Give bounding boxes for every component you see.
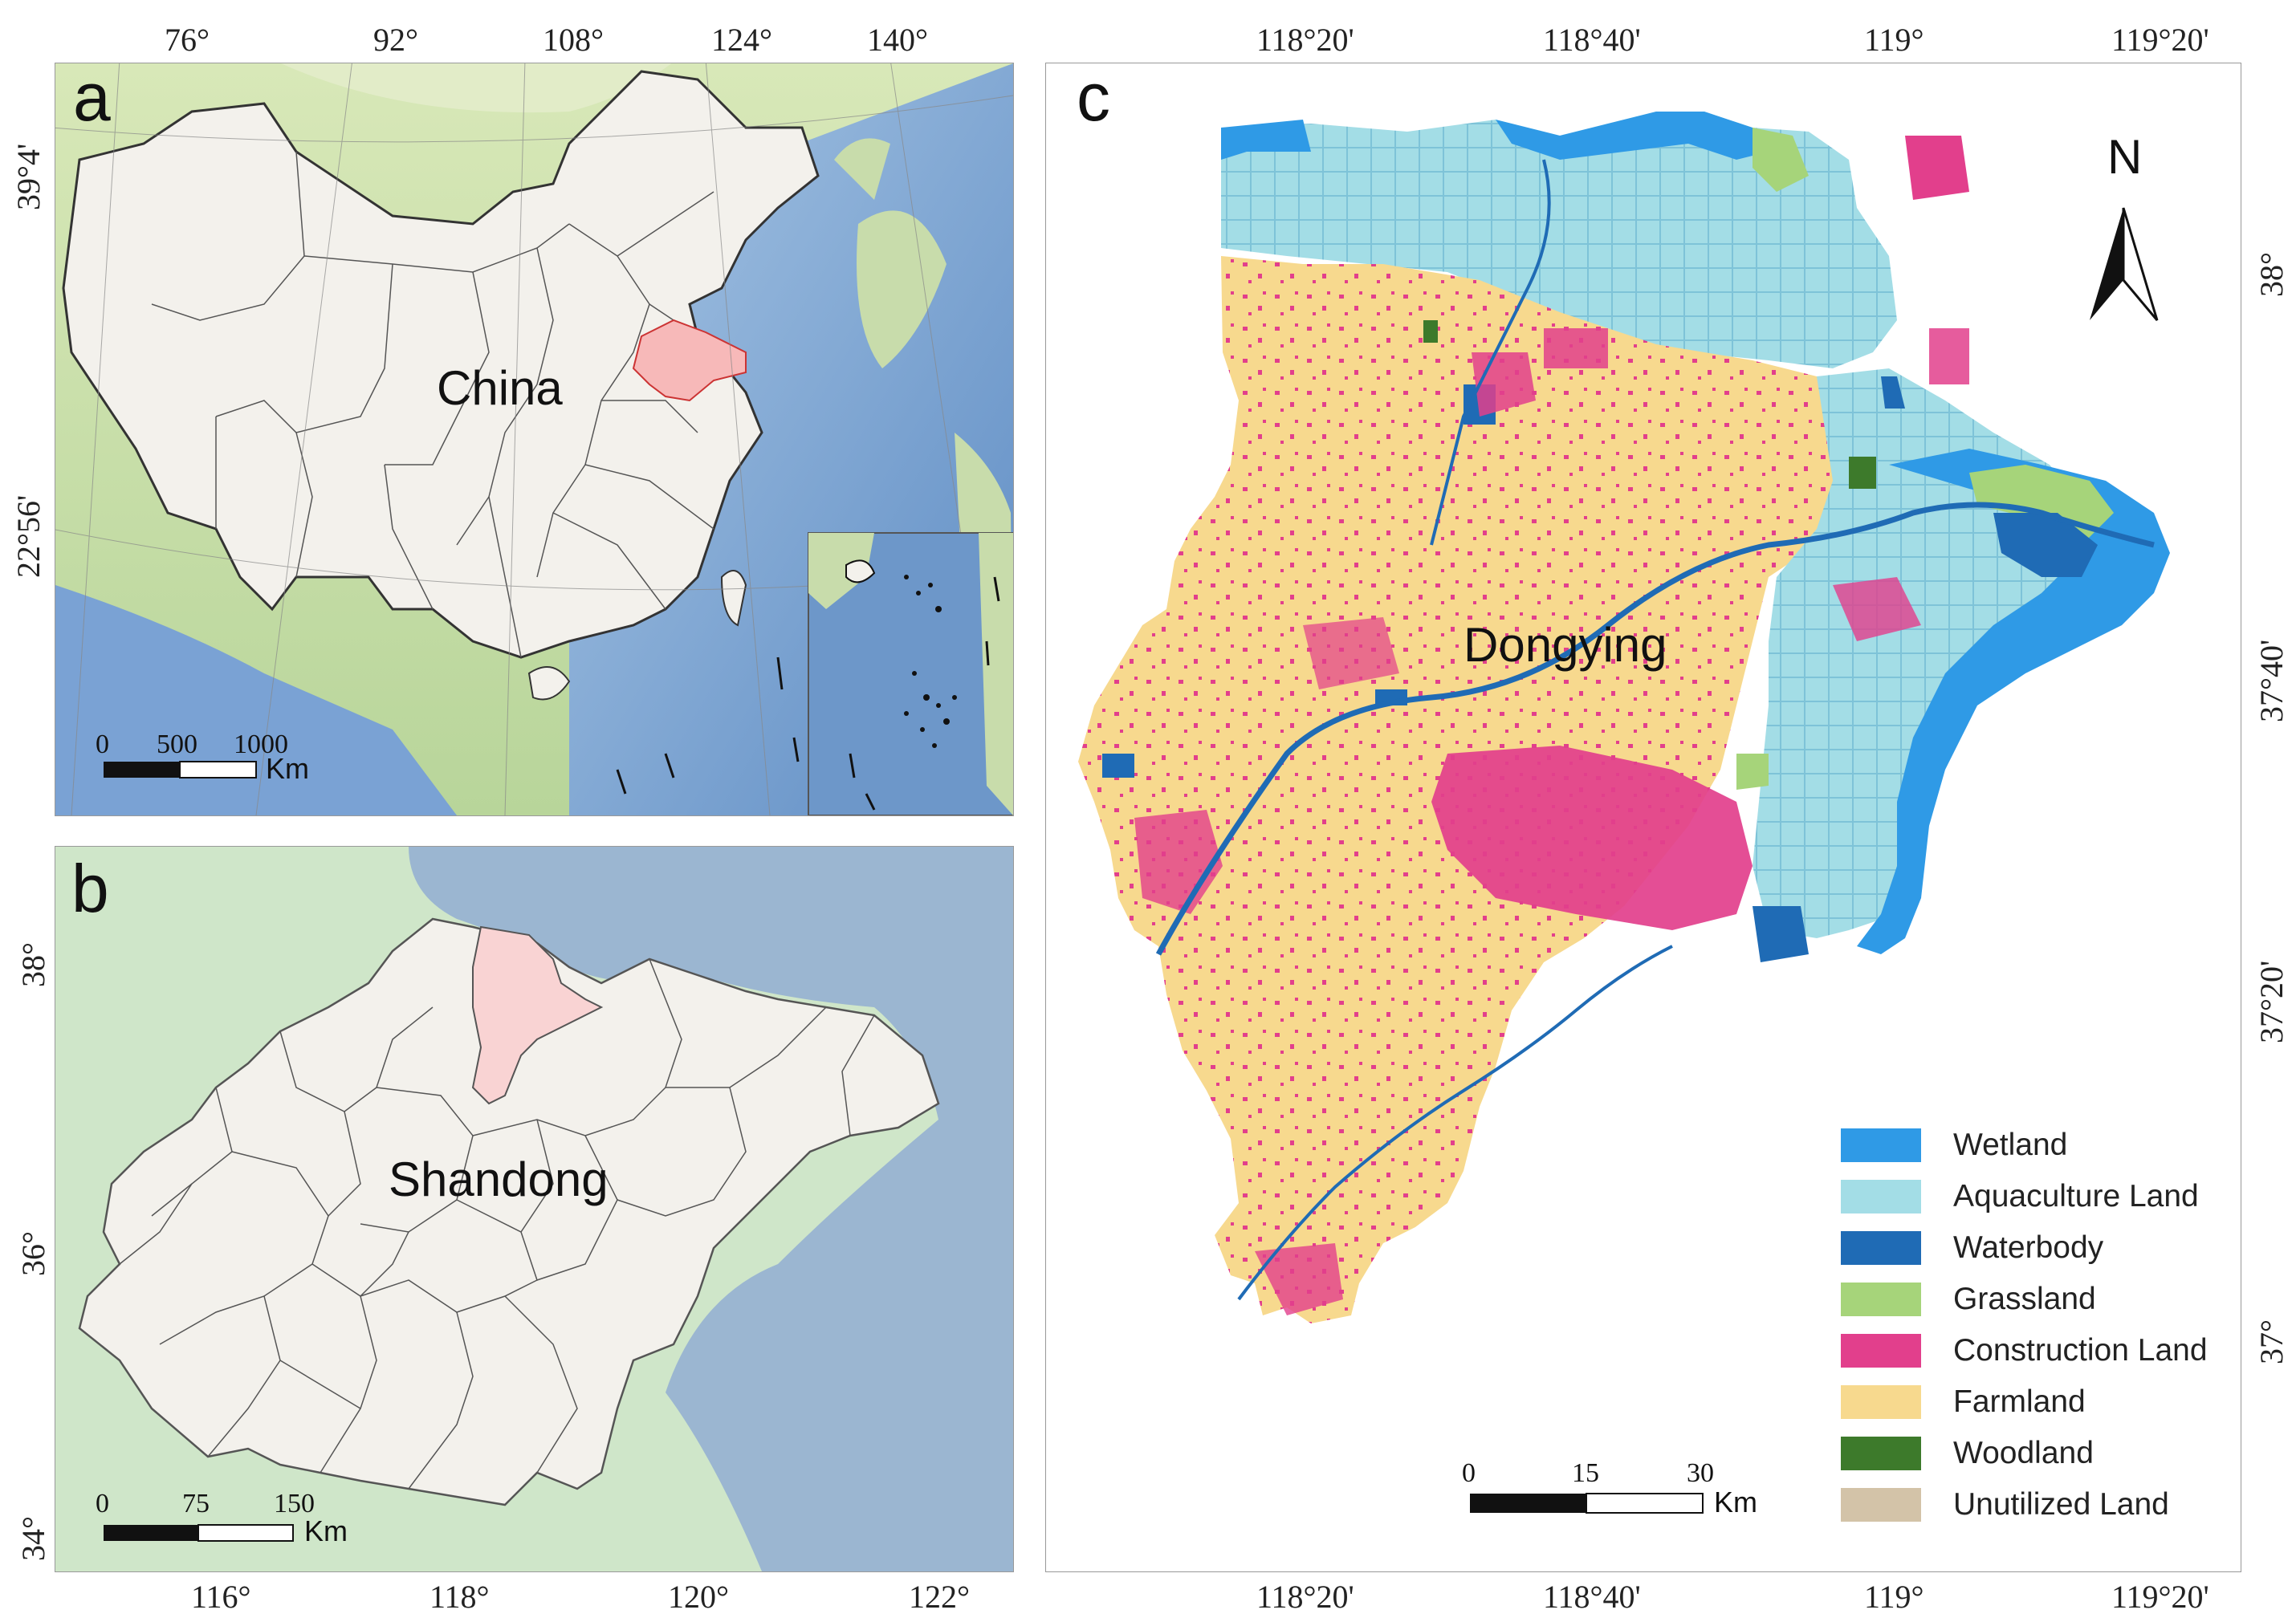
tick-b-bottom-122: 122° [909, 1579, 970, 1615]
tick-c-top-118-40: 118°40' [1543, 22, 1641, 58]
scale-a-1000: 1000 [234, 730, 288, 759]
legend-swatch-aquaculture [1841, 1180, 1921, 1213]
scale-b-75: 75 [182, 1489, 210, 1518]
tick-b-bottom-116: 116° [191, 1579, 251, 1615]
legend-item-woodland: Woodland [1841, 1436, 2094, 1471]
dongying-landuse-graphic [1078, 112, 2170, 1514]
tick-c-bottom-118-40: 118°40' [1543, 1579, 1641, 1615]
north-label: N [2107, 130, 2143, 184]
panel-a-letter: a [73, 63, 111, 135]
scale-c-30: 30 [1687, 1458, 1714, 1488]
scale-a-0: 0 [96, 730, 109, 759]
legend-swatch-unutilized [1841, 1488, 1921, 1522]
legend-label: Unutilized Land [1953, 1487, 2169, 1522]
legend-label: Waterbody [1953, 1230, 2104, 1265]
scale-b-0: 0 [96, 1489, 109, 1518]
shandong-label: Shandong [389, 1152, 609, 1206]
legend-label: Woodland [1953, 1436, 2094, 1470]
china-map-graphic [55, 63, 1013, 815]
tick-a-top-124: 124° [711, 22, 772, 58]
legend-label: Grassland [1953, 1282, 2096, 1316]
legend-label: Wetland [1953, 1128, 2068, 1162]
legend-item-unutilized: Unutilized Land [1841, 1487, 2169, 1522]
legend-label: Farmland [1953, 1384, 2086, 1419]
tick-a-left-22: 22°56' [10, 494, 47, 578]
legend-swatch-waterbody [1841, 1231, 1921, 1265]
tick-b-left-38: 38° [15, 942, 51, 987]
legend-item-construction: Construction Land [1841, 1333, 2208, 1368]
legend-item-grassland: Grassland [1841, 1282, 2096, 1317]
legend-swatch-grassland [1841, 1283, 1921, 1316]
tick-c-bottom-118-20: 118°20' [1256, 1579, 1354, 1615]
tick-c-bottom-119-20: 119°20' [2111, 1579, 2209, 1615]
legend-item-aquaculture: Aquaculture Land [1841, 1179, 2199, 1214]
tick-a-left-39: 39°4' [10, 143, 47, 210]
tick-a-top-92: 92° [373, 22, 418, 58]
tick-c-bottom-119: 119° [1864, 1579, 1924, 1615]
shandong-map-graphic [55, 847, 1013, 1571]
scale-a-500: 500 [157, 730, 197, 759]
legend-item-waterbody: Waterbody [1841, 1230, 2103, 1266]
tick-c-right-37-40: 37°40' [2253, 639, 2290, 722]
legend-swatch-construction [1841, 1334, 1921, 1368]
legend-item-farmland: Farmland [1841, 1384, 2086, 1420]
panel-a-china-map: a China 0 500 1000 Km [55, 63, 1014, 816]
legend-swatch-wetland [1841, 1128, 1921, 1162]
scale-c-0: 0 [1462, 1458, 1476, 1488]
scale-c-15: 15 [1572, 1458, 1599, 1488]
tick-b-bottom-120: 120° [668, 1579, 729, 1615]
tick-b-left-34: 34° [15, 1516, 51, 1561]
dongying-label: Dongying [1463, 618, 1667, 672]
tick-a-top-76: 76° [165, 22, 210, 58]
legend-swatch-farmland [1841, 1385, 1921, 1419]
tick-c-top-119: 119° [1864, 22, 1924, 58]
panel-c-letter: c [1077, 63, 1110, 135]
tick-c-right-37-20: 37°20' [2253, 960, 2290, 1043]
north-arrow-icon [2090, 207, 2159, 321]
scale-b-unit: Km [304, 1514, 348, 1547]
scale-c-unit: Km [1714, 1486, 1757, 1518]
scale-a-unit: Km [266, 752, 309, 785]
tick-b-bottom-118: 118° [429, 1579, 490, 1615]
panel-b-shandong-map: b Shandong 0 75 150 Km [55, 846, 1014, 1572]
legend-label: Aquaculture Land [1953, 1179, 2199, 1213]
legend-swatch-woodland [1841, 1437, 1921, 1470]
tick-a-top-140: 140° [867, 22, 928, 58]
legend-label: Construction Land [1953, 1333, 2208, 1368]
panel-b-letter: b [71, 851, 109, 926]
tick-c-right-38: 38° [2253, 252, 2290, 297]
tick-c-top-119-20: 119°20' [2111, 22, 2209, 58]
panel-c-dongying-map: c N Dongying Wetland Aquaculture Land Wa… [1045, 63, 2241, 1572]
tick-a-top-108: 108° [543, 22, 604, 58]
legend-item-wetland: Wetland [1841, 1128, 2067, 1163]
scale-b-150: 150 [274, 1489, 315, 1518]
tick-b-left-36: 36° [15, 1231, 51, 1276]
china-label: China [437, 361, 563, 415]
tick-c-right-37: 37° [2253, 1319, 2290, 1364]
tick-c-top-118-20: 118°20' [1256, 22, 1354, 58]
